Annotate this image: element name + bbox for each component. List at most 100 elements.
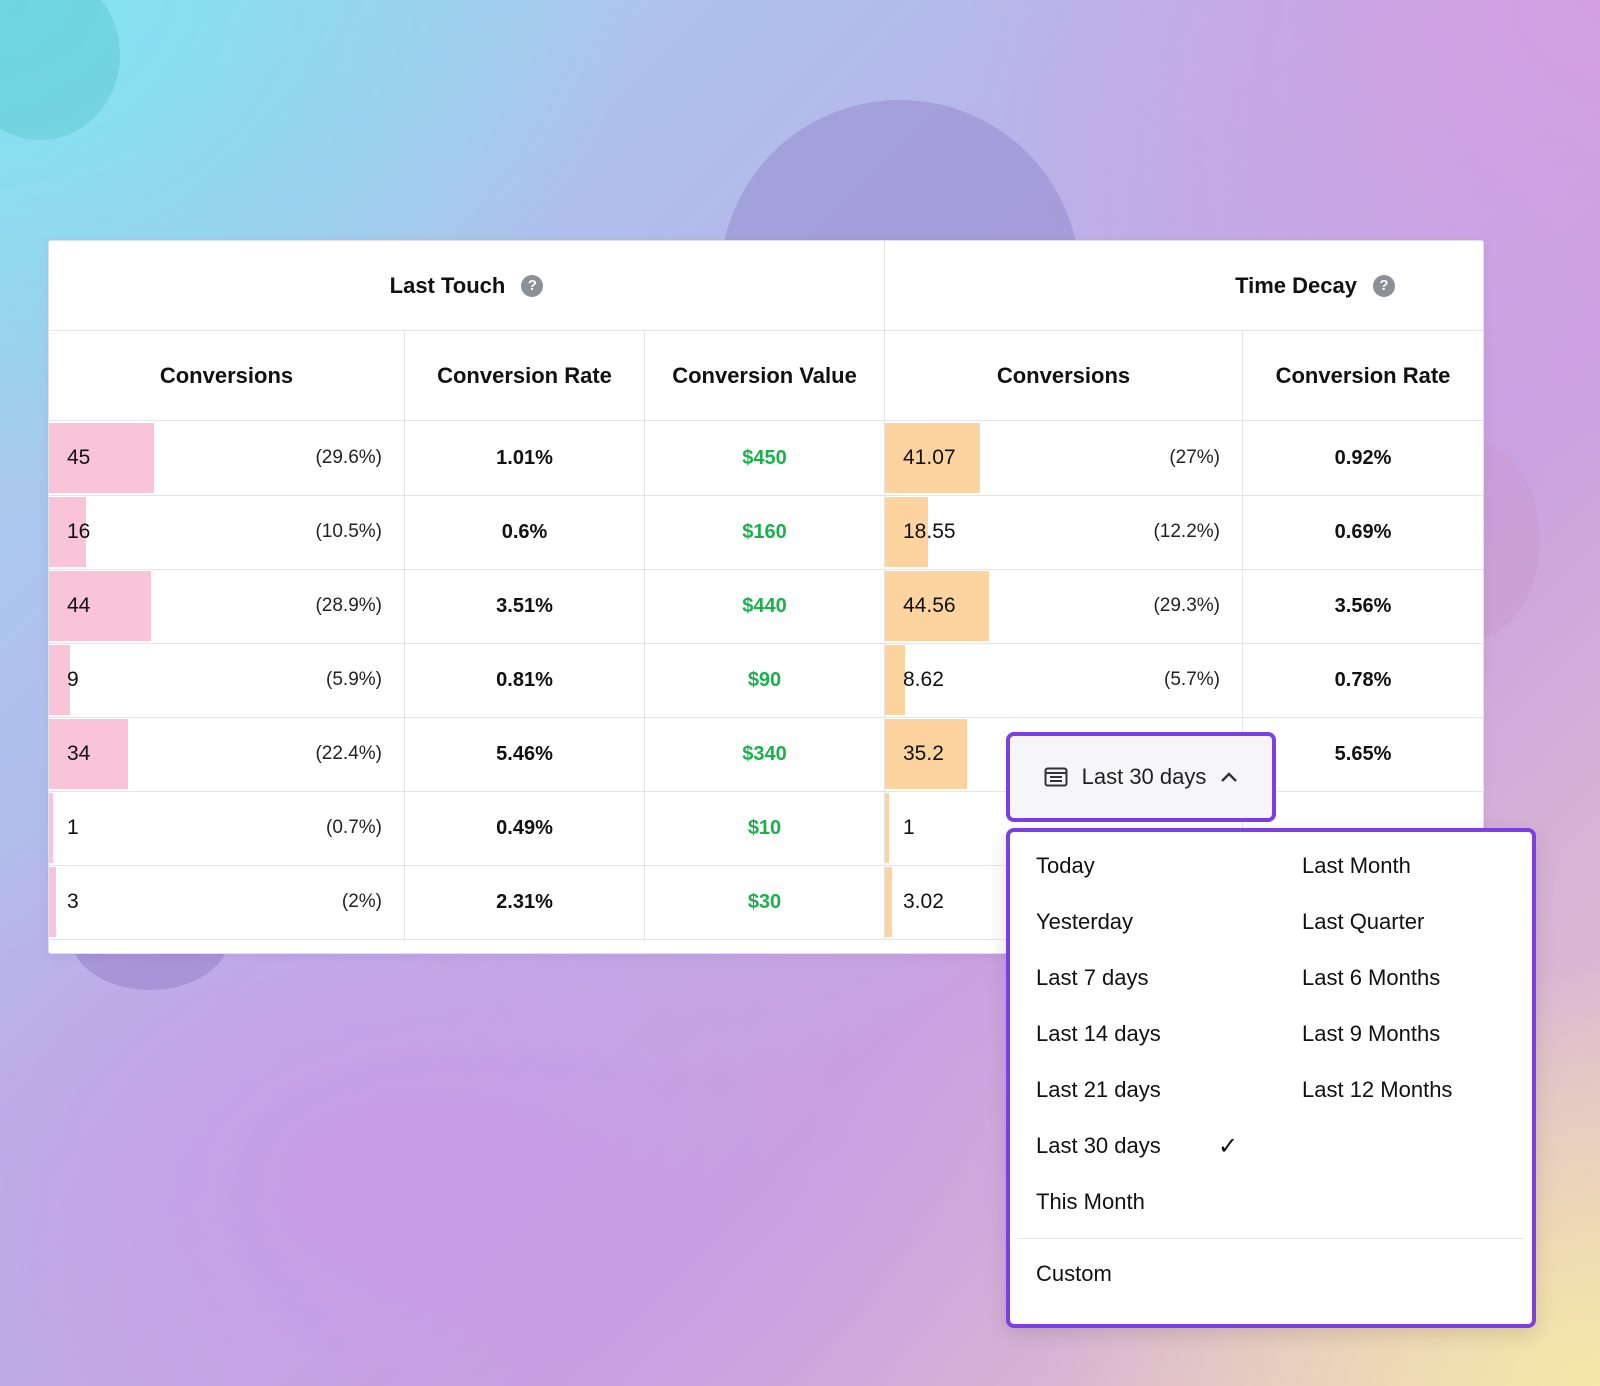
lt-conversions-value: 9 [67,668,79,691]
lt-conversions-value: 1 [67,816,79,839]
table-row: 9 (5.9%) 0.81% $90 8.62 (5.7%) 0.78% [49,643,1483,718]
menu-item-custom[interactable]: Custom [1036,1261,1112,1286]
menu-divider [1018,1238,1524,1239]
lt-share-value: (0.7%) [326,817,382,838]
lt-share-bar [49,719,129,789]
chevron-up-icon [1220,771,1238,783]
group-header-last-touch: Last Touch ? [49,241,885,331]
lt-conversion-rate-cell: 3.51% [405,569,645,643]
lt-conversion-value-cell: $160 [645,495,885,569]
menu-item-yesterday[interactable]: Yesterday [1036,909,1134,934]
menu-item-last-month[interactable]: Last Month [1302,853,1411,878]
lt-share-bar [49,793,53,863]
lt-conversion-value-cell: $340 [645,717,885,791]
td-conversions-cell: 44.56 (29.3%) [885,569,1243,643]
td-share-bar [885,719,967,789]
date-range-menu: Today Yesterday Last 7 days Last 14 days Las… [1006,828,1536,1328]
td-conversion-rate-cell: 0.69% [1334,520,1392,543]
lt-conversion-value-cell: $30 [645,865,885,939]
lt-conversions-cell: 44 (28.9%) [49,569,405,643]
column-header-lt-conversions[interactable]: Conversions [49,331,405,421]
column-header-td-conversion-rate[interactable]: Conversion Rate [1243,331,1483,421]
lt-conversions-value: 45 [67,446,91,469]
td-conversion-rate-cell: 3.56% [1334,594,1392,617]
background-blob [0,0,120,140]
menu-item-last-7-days[interactable]: Last 7 days [1036,965,1149,990]
menu-item-last-6-months[interactable]: Last 6 Months [1302,965,1441,990]
column-header-td-conversions[interactable]: Conversions [885,331,1243,421]
td-conversion-rate-cell: 5.65% [1334,742,1392,765]
date-range-label: Last 30 days [1081,764,1207,789]
menu-item-last-30-days[interactable]: Last 30 days [1036,1133,1161,1158]
lt-conversions-cell: 9 (5.9%) [49,643,405,717]
td-conversions-cell: 18.55 (12.2%) [885,495,1243,569]
menu-item-this-month[interactable]: This Month [1036,1189,1145,1214]
lt-conversions-value: 34 [67,742,91,765]
td-share-bar [885,423,981,493]
help-icon[interactable]: ? [521,274,544,297]
lt-conversions-cell: 1 (0.7%) [49,791,405,865]
lt-conversion-rate-cell: 1.01% [405,421,645,495]
lt-conversion-value-cell: $90 [645,643,885,717]
calendar-icon [1044,767,1068,787]
td-share-bar [885,497,929,567]
lt-share-value: (2%) [341,891,382,912]
menu-item-last-14-days[interactable]: Last 14 days [1036,1021,1161,1046]
td-conversions-cell: 41.07 (27%) [885,421,1243,495]
lt-conversion-rate-cell: 2.31% [405,865,645,939]
lt-conversion-value-cell: $450 [645,421,885,495]
td-conversion-rate-cell: 0.92% [1334,446,1392,469]
lt-share-value: (22.4%) [315,743,382,764]
lt-conversion-rate-cell: 0.6% [405,495,645,569]
lt-conversions-cell: 34 (22.4%) [49,717,405,791]
lt-share-value: (29.6%) [315,447,382,468]
table-row: 45 (29.6%) 1.01% $450 41.07 (27%) 0.92% [49,421,1483,496]
td-share-value: (12.2%) [1153,521,1220,542]
group-title-time-decay: Time Decay [1235,272,1357,298]
menu-item-last-9-months[interactable]: Last 9 Months [1302,1021,1441,1046]
lt-conversion-value-cell: $440 [645,569,885,643]
td-share-bar [885,867,893,937]
lt-share-bar [49,571,152,641]
lt-conversions-value: 44 [67,594,91,617]
lt-share-value: (10.5%) [315,521,382,542]
table-row: 16 (10.5%) 0.6% $160 18.55 (12.2%) 0.69% [49,495,1483,570]
column-header-lt-conversion-value[interactable]: Conversion Value [645,331,885,421]
lt-conversion-rate-cell: 5.46% [405,717,645,791]
td-conversions-value: 3.02 [903,890,944,913]
td-conversions-value: 35.2 [903,742,944,765]
column-header-lt-conversion-rate[interactable]: Conversion Rate [405,331,645,421]
td-share-bar [885,645,906,715]
menu-item-last-12-months[interactable]: Last 12 Months [1302,1077,1453,1102]
td-conversions-value: 44.56 [903,594,956,617]
lt-conversion-rate-cell: 0.81% [405,643,645,717]
td-share-value: (29.3%) [1153,595,1220,616]
help-icon[interactable]: ? [1373,274,1395,297]
lt-share-bar [49,645,70,715]
lt-conversions-cell: 45 (29.6%) [49,421,405,495]
menu-item-last-21-days[interactable]: Last 21 days [1036,1077,1161,1102]
lt-share-bar [49,497,87,567]
menu-item-today[interactable]: Today [1036,853,1095,878]
td-conversions-cell: 35.2 [885,717,1243,791]
lt-conversions-value: 3 [67,890,79,913]
menu-item-last-quarter[interactable]: Last Quarter [1302,909,1425,934]
lt-share-bar [49,423,154,493]
lt-conversions-value: 16 [67,520,91,543]
td-conversions-value: 8.62 [903,668,944,691]
td-share-bar [885,793,889,863]
td-share-value: (5.7%) [1164,669,1220,690]
td-conversions-value: 1 [903,816,915,839]
td-share-value: (27%) [1169,447,1220,468]
group-header-time-decay: Time Decay ? [885,241,1483,331]
check-icon: ✓ [1218,1132,1239,1160]
td-share-bar [885,571,989,641]
lt-conversions-cell: 3 (2%) [49,865,405,939]
group-title-last-touch: Last Touch [389,272,506,298]
date-range-picker[interactable]: Last 30 days [1006,732,1276,822]
table-row: 44 (28.9%) 3.51% $440 44.56 (29.3%) 3.56… [49,569,1483,644]
lt-share-value: (5.9%) [326,669,382,690]
td-conversions-value: 41.07 [903,446,956,469]
td-conversions-cell: 8.62 (5.7%) [885,643,1243,717]
td-conversion-rate-cell: 0.78% [1334,668,1392,691]
